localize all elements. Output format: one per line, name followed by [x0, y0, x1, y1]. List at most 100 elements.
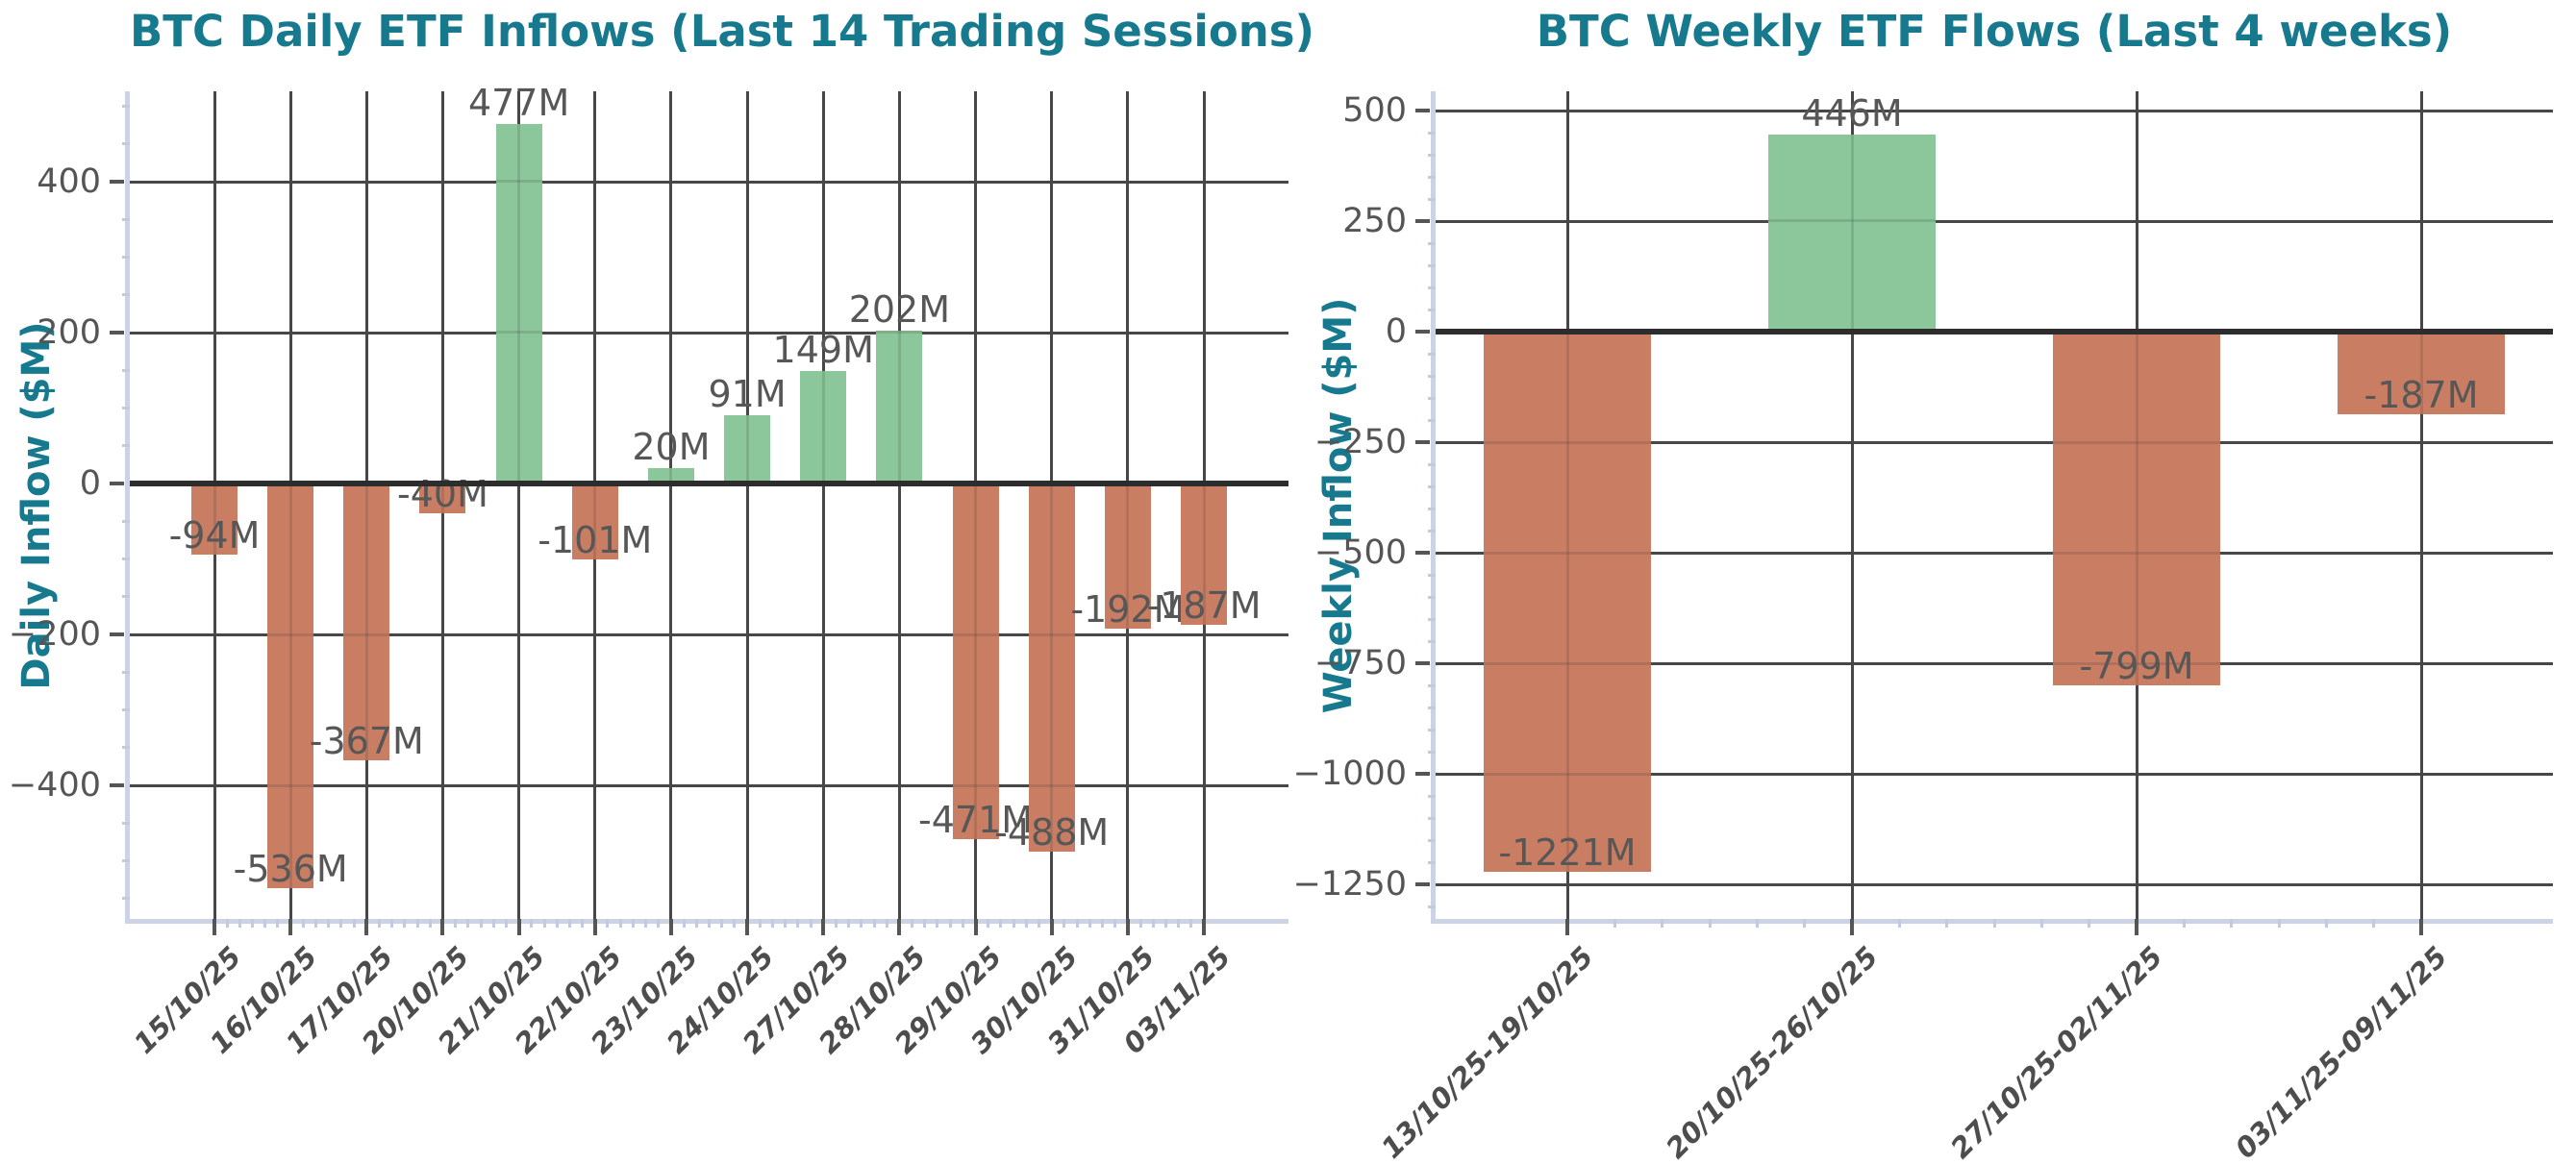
x-minor-tick [428, 919, 432, 928]
bar-grid-overlay-h [952, 783, 999, 787]
x-minor-tick [530, 919, 534, 928]
bar-grid-overlay-h [343, 632, 390, 636]
x-minor-tick [961, 919, 964, 928]
x-tick-label-text: 13/10/25-19/10/25 [1375, 940, 1601, 1165]
y-minor-tick [122, 746, 130, 750]
bar-grid-overlay-v [1050, 483, 1054, 853]
gridline-v [745, 91, 749, 919]
x-minor-tick [872, 919, 876, 928]
x-tick-mark [288, 919, 293, 935]
x-minor-tick [2088, 919, 2091, 928]
x-minor-tick [923, 919, 927, 928]
bar-negative [571, 483, 618, 560]
y-minor-tick [1428, 905, 1436, 908]
bar-grid-overlay-v [593, 483, 597, 560]
y-minor-tick [122, 558, 130, 560]
gridline-h [130, 783, 1288, 787]
x-minor-tick [327, 919, 331, 928]
bar-grid-overlay-h [1028, 783, 1075, 787]
gridline-h [130, 331, 1288, 335]
bar-value-label: -187M [1146, 583, 1262, 627]
bar-grid-overlay-v [1565, 332, 1569, 872]
x-tick-mark [1202, 919, 1206, 935]
y-minor-tick [1428, 794, 1436, 798]
x-minor-tick [301, 919, 305, 928]
bar-grid-overlay-h [2053, 661, 2220, 665]
x-minor-tick [1177, 919, 1181, 928]
y-tick-label: −400 [8, 766, 101, 805]
y-minor-tick [1428, 728, 1436, 731]
y-tick-mark [1415, 772, 1430, 776]
x-minor-tick [936, 919, 939, 928]
x-minor-tick [885, 919, 888, 928]
bar-grid-overlay-h [267, 783, 314, 787]
x-minor-tick [1138, 919, 1142, 928]
gridline-v [821, 91, 825, 919]
bar-grid-overlay-h [1484, 661, 1651, 665]
bar-grid-overlay-v [897, 331, 901, 483]
x-minor-tick [847, 919, 851, 928]
y-tick-label: −750 [1313, 644, 1407, 682]
x-minor-tick [733, 919, 737, 928]
gridline-h [1436, 109, 2553, 112]
x-minor-tick [758, 919, 762, 928]
y-minor-tick [1428, 418, 1436, 422]
bar-grid-overlay-v [1850, 134, 1854, 332]
bar-value-label: 446M [1801, 91, 1903, 135]
bar-grid-overlay-h [495, 180, 542, 184]
x-minor-tick [809, 919, 813, 928]
bar-value-label: 149M [772, 329, 874, 372]
bar-value-label: -192M [1070, 587, 1186, 631]
y-minor-tick [122, 293, 130, 297]
y-tick-label: −1250 [1292, 865, 1407, 904]
x-minor-tick [581, 919, 585, 928]
x-minor-tick [1189, 919, 1193, 928]
y-minor-tick [122, 670, 130, 674]
y-minor-tick [122, 595, 130, 599]
x-tick-mark [1565, 919, 1569, 935]
x-minor-tick [860, 919, 863, 928]
gridline-v [669, 91, 673, 919]
bar-grid-overlay-v [669, 468, 673, 483]
chart-title-weekly: BTC Weekly ETF Flows (Last 4 weeks) [1536, 6, 2453, 57]
x-tick-label-text: 27/10/25-02/11/25 [1944, 940, 2170, 1165]
x-minor-tick [631, 919, 635, 928]
y-tick-mark [110, 783, 124, 787]
x-minor-tick [1803, 919, 1807, 928]
bar-grid-overlay-h [1484, 551, 1651, 555]
y-tick-label: 500 [1342, 91, 1407, 130]
gridline-h [130, 180, 1288, 184]
x-tick-label-text: 03/11/25-09/11/25 [2229, 940, 2455, 1165]
x-tick-mark [2135, 919, 2138, 935]
bar-negative [1181, 483, 1227, 625]
x-minor-tick [415, 919, 419, 928]
bar-grid-overlay-h [1484, 440, 1651, 444]
y-minor-tick [1428, 617, 1436, 621]
x-minor-tick [682, 919, 686, 928]
y-minor-tick [1428, 639, 1436, 643]
y-tick-mark [1415, 219, 1430, 223]
bar-grid-overlay-v [2419, 332, 2423, 415]
bar-grid-overlay-v [1126, 483, 1130, 629]
bar-value-label: -101M [538, 519, 653, 562]
daily-etf-flows-chart: BTC Daily ETF Inflows (Last 14 Trading S… [8, 6, 1314, 1060]
x-minor-tick [1088, 919, 1091, 928]
x-tick-mark [668, 919, 673, 935]
gridline-h [1436, 551, 2553, 555]
y-minor-tick [122, 708, 130, 711]
x-minor-tick [466, 919, 470, 928]
x-tick-mark [1850, 919, 1854, 935]
bar-grid-overlay-v [974, 483, 978, 839]
x-minor-tick [390, 919, 394, 928]
y-tick-label: −1000 [1292, 755, 1407, 793]
bar-grid-overlay-v [821, 371, 825, 483]
x-minor-tick [1992, 919, 1996, 928]
bar-grid-overlay-h [2053, 440, 2220, 444]
y-minor-tick [122, 217, 130, 221]
x-minor-tick [2324, 919, 2328, 928]
y-tick-label: −250 [1313, 423, 1407, 461]
gridline-h [1436, 440, 2553, 444]
x-minor-tick [2277, 919, 2281, 928]
x-minor-tick [1708, 919, 1712, 928]
y-tick-mark [110, 632, 124, 636]
